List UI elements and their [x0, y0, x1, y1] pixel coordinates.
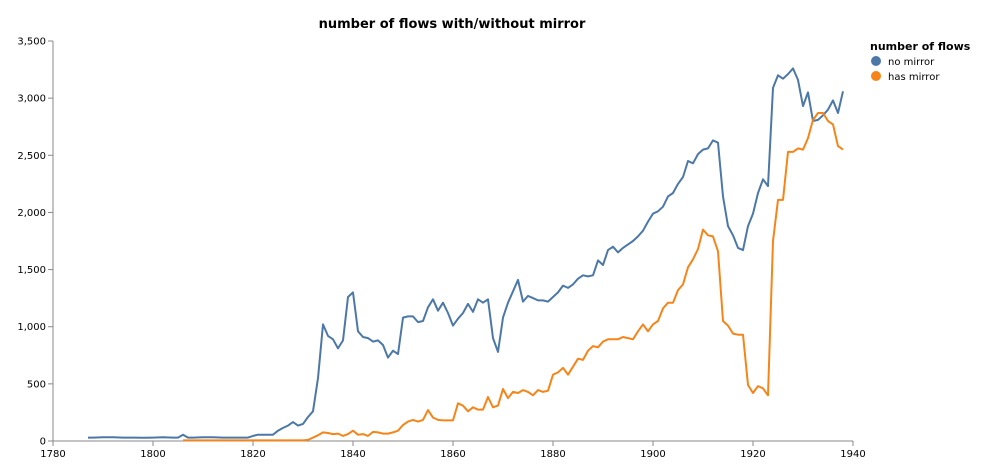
x-tick-label: 1860	[440, 449, 465, 460]
legend-symbol-has-mirror	[871, 71, 881, 81]
y-tick-label: 3,000	[17, 94, 46, 105]
y-tick-label: 1,500	[17, 265, 46, 276]
y-tick-label: 1,000	[17, 322, 46, 333]
x-tick-label: 1900	[640, 449, 665, 460]
legend-label-has-mirror: has mirror	[888, 72, 940, 83]
legend: number of flows no mirror has mirror	[870, 40, 971, 83]
chart-title: number of flows with/without mirror	[319, 17, 586, 32]
x-tick-label: 1800	[140, 449, 165, 460]
x-tick-label: 1940	[840, 449, 865, 460]
y-tick-label: 2,500	[17, 151, 46, 162]
x-tick-label: 1780	[40, 449, 65, 460]
series-layer	[88, 67, 844, 442]
legend-label-no-mirror: no mirror	[888, 57, 935, 68]
x-tick-label: 1840	[340, 449, 365, 460]
legend-symbol-no-mirror	[871, 56, 881, 66]
y-tick-label: 2,000	[17, 208, 46, 219]
x-tick-label: 1880	[540, 449, 565, 460]
y-tick-label: 3,500	[17, 37, 46, 48]
x-axis: 1780 1800 1820 1840 1860 1880 1900 1920 1940	[40, 440, 866, 460]
legend-title: number of flows	[870, 40, 971, 53]
series-line-has-mirror	[183, 112, 844, 442]
y-tick-label: 500	[27, 379, 46, 390]
x-tick-label: 1820	[240, 449, 265, 460]
y-axis: 0 500 1,000 1,500 2,000 2,500 3,000 3,500	[17, 37, 54, 448]
x-tick-label: 1920	[740, 449, 765, 460]
y-tick-label: 0	[40, 437, 46, 448]
series-line-no-mirror	[88, 67, 844, 439]
